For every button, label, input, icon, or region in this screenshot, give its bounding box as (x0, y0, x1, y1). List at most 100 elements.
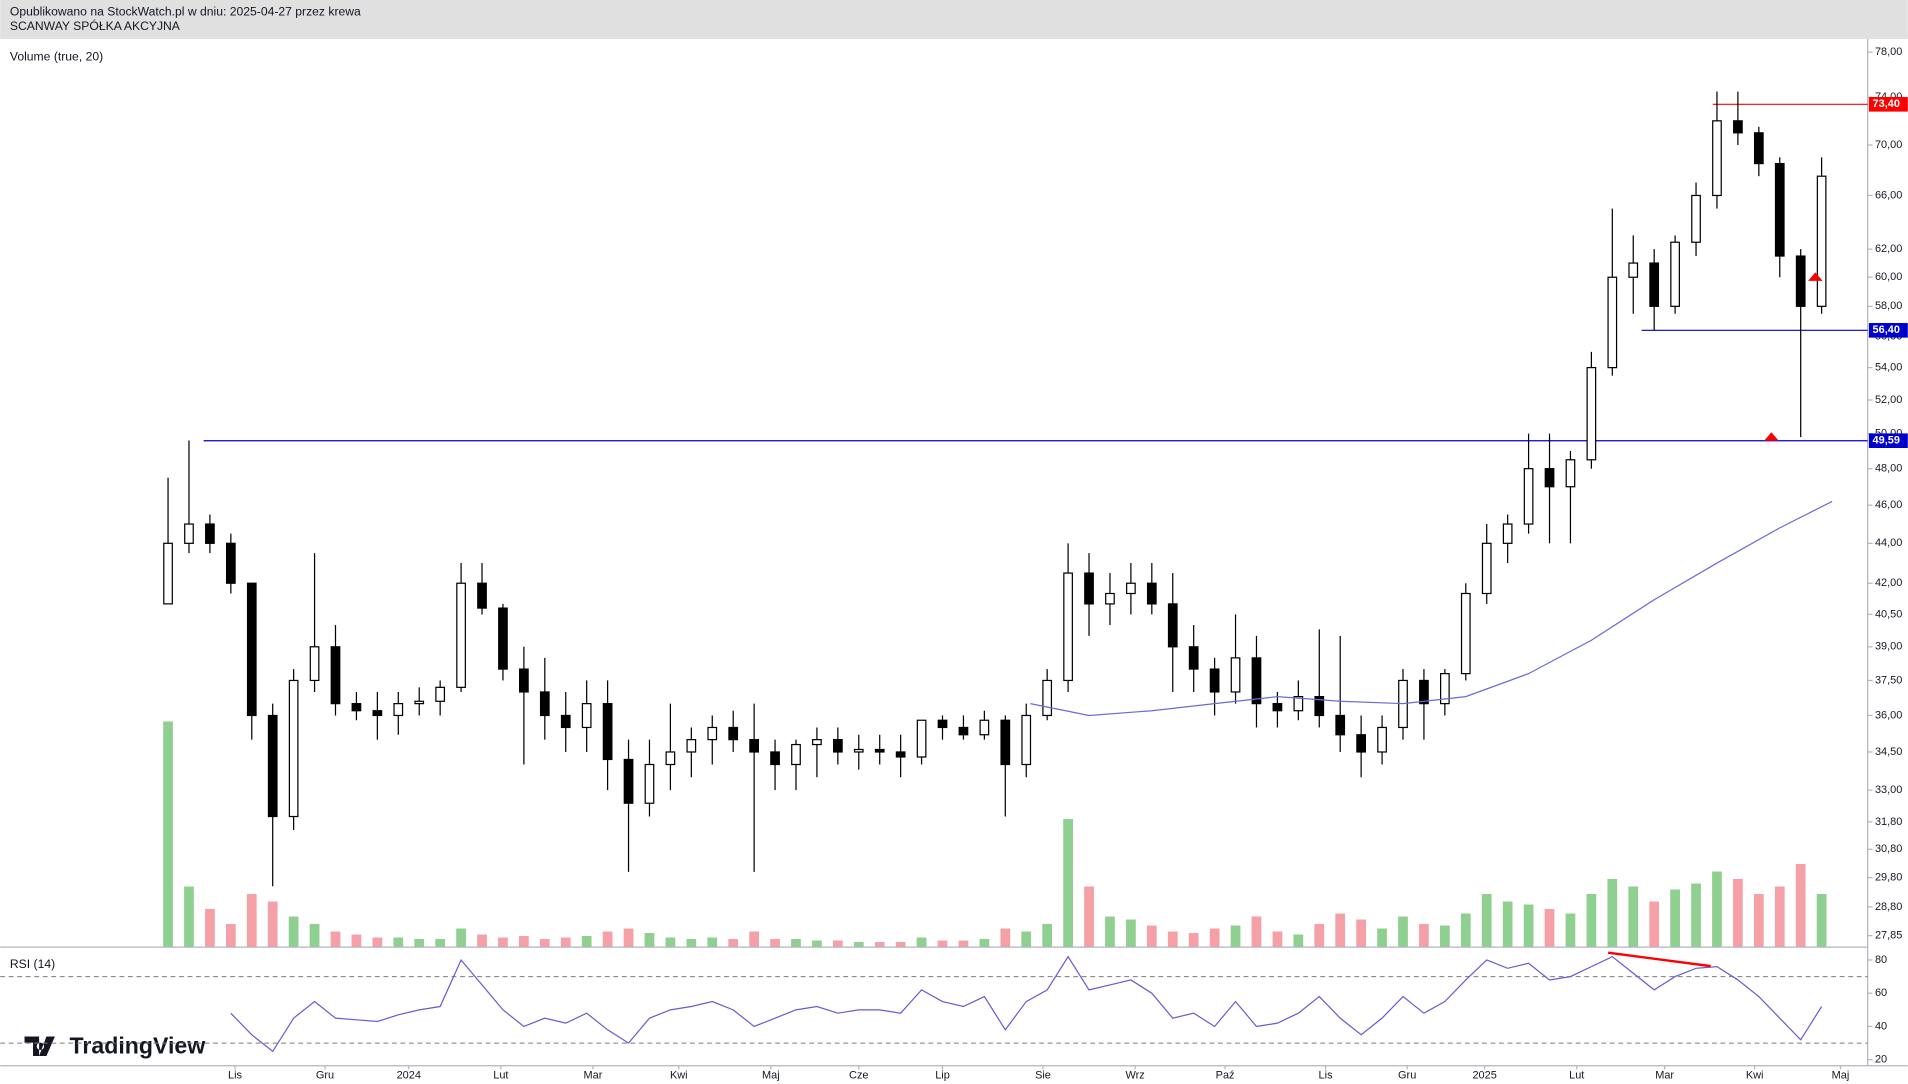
x-tick-label: 2025 (1472, 1069, 1496, 1081)
candle-body (1167, 603, 1178, 648)
level-label: 56,40 (1873, 324, 1900, 336)
level-tag (1868, 323, 1908, 338)
level-label: 73,40 (1873, 98, 1900, 110)
volume-bar (456, 928, 466, 947)
y-tick-label: 58,00 (1875, 300, 1902, 312)
volume-bar (707, 937, 718, 947)
volume-bar (1733, 879, 1743, 947)
y-tick-label: 52,00 (1875, 394, 1902, 406)
volume-bar (686, 939, 697, 947)
signal-marker (1808, 272, 1823, 281)
y-tick-label: 40,50 (1875, 608, 1902, 620)
volume-bar (916, 937, 927, 947)
header-line: SCANWAY SPÓŁKA AKCYJNA (10, 18, 181, 33)
candle-body (728, 726, 739, 741)
volume-bar (832, 940, 843, 947)
volume-bar (372, 937, 383, 947)
x-tick-label: Lut (1569, 1069, 1584, 1081)
candle-body (1607, 276, 1618, 369)
candle-body (895, 751, 906, 758)
volume-bar (1649, 901, 1660, 947)
volume-bar (246, 894, 257, 947)
candle-body (184, 523, 194, 544)
volume-bar (205, 909, 215, 947)
volume-bar (435, 939, 446, 947)
y-tick-label: 31,80 (1875, 816, 1902, 828)
y-tick-label: 70,00 (1875, 139, 1902, 151)
divergence-line (1607, 951, 1711, 968)
candle-body (1126, 582, 1136, 595)
logo-text: TradingView (70, 1033, 207, 1059)
volume-bar (958, 940, 969, 947)
volume-bar (1021, 931, 1032, 947)
candle-body (205, 523, 215, 544)
candle-body (1628, 262, 1639, 278)
candle-body (330, 646, 341, 705)
candle-body (1460, 592, 1471, 675)
volume-bar (581, 936, 592, 947)
volume-bar (163, 721, 173, 947)
y-tick-label: 33,00 (1875, 784, 1902, 796)
candle-body (435, 686, 446, 702)
candle-body (1000, 719, 1011, 766)
candle-body (498, 607, 508, 670)
candle-body (225, 542, 236, 584)
volume-bar (1628, 886, 1639, 947)
volume-bar (1251, 916, 1262, 947)
logo: TradingView (24, 1033, 207, 1059)
candle-body (246, 582, 257, 717)
candle-body (163, 542, 173, 605)
candle-body (1816, 175, 1827, 307)
candle-body (581, 703, 592, 729)
logo-icon (24, 1036, 55, 1057)
candle-body (1146, 582, 1157, 605)
volume-bar (749, 931, 759, 947)
level-tag (1868, 433, 1908, 449)
candle-body (770, 751, 780, 766)
candle-body (1230, 657, 1241, 693)
volume-bar (1042, 924, 1053, 947)
rsi-line (230, 955, 1823, 1053)
y-tick-label: 34,50 (1875, 746, 1902, 758)
volume-bar (267, 901, 278, 947)
rsi-tick-label: 20 (1875, 1054, 1887, 1066)
y-tick-label: 36,00 (1875, 709, 1902, 721)
x-tick-label: Paź (1216, 1069, 1235, 1081)
candle-body (1481, 542, 1492, 595)
candle-body (979, 719, 990, 736)
x-tick-label: Lis (228, 1069, 243, 1081)
candle-body (1105, 592, 1115, 605)
rsi-tick-label: 60 (1875, 987, 1887, 999)
candle-body (665, 751, 676, 766)
x-tick-label: Cze (849, 1069, 868, 1081)
volume-bar (770, 939, 780, 947)
rsi-tick-label: 40 (1875, 1020, 1887, 1032)
candle-body (1774, 162, 1785, 257)
candle-body (853, 748, 864, 753)
x-tick-label: 2024 (397, 1069, 421, 1081)
level-tag (1868, 97, 1908, 112)
candle-body (1251, 657, 1262, 705)
volume-bar (1774, 886, 1785, 947)
volume-bar (728, 939, 739, 947)
volume-bar (1335, 913, 1346, 947)
volume-bar (414, 939, 425, 947)
candle-body (1419, 679, 1429, 705)
volume-bar (812, 940, 822, 947)
y-tick-label: 78,00 (1875, 46, 1902, 58)
volume-bar (1272, 931, 1283, 947)
candle-body (1209, 668, 1220, 693)
candle-body (749, 739, 759, 753)
volume-bar (1586, 894, 1597, 947)
volume-bar (1607, 879, 1618, 947)
volume-bar (1795, 863, 1806, 947)
volume-bar (791, 939, 801, 947)
candle-body (1649, 262, 1660, 307)
candle-body (937, 719, 948, 729)
header-bar (0, 0, 1908, 39)
candle-body (644, 763, 655, 804)
volume-bar (853, 942, 864, 947)
candle-body (1314, 696, 1325, 717)
candle-body (1586, 367, 1597, 461)
